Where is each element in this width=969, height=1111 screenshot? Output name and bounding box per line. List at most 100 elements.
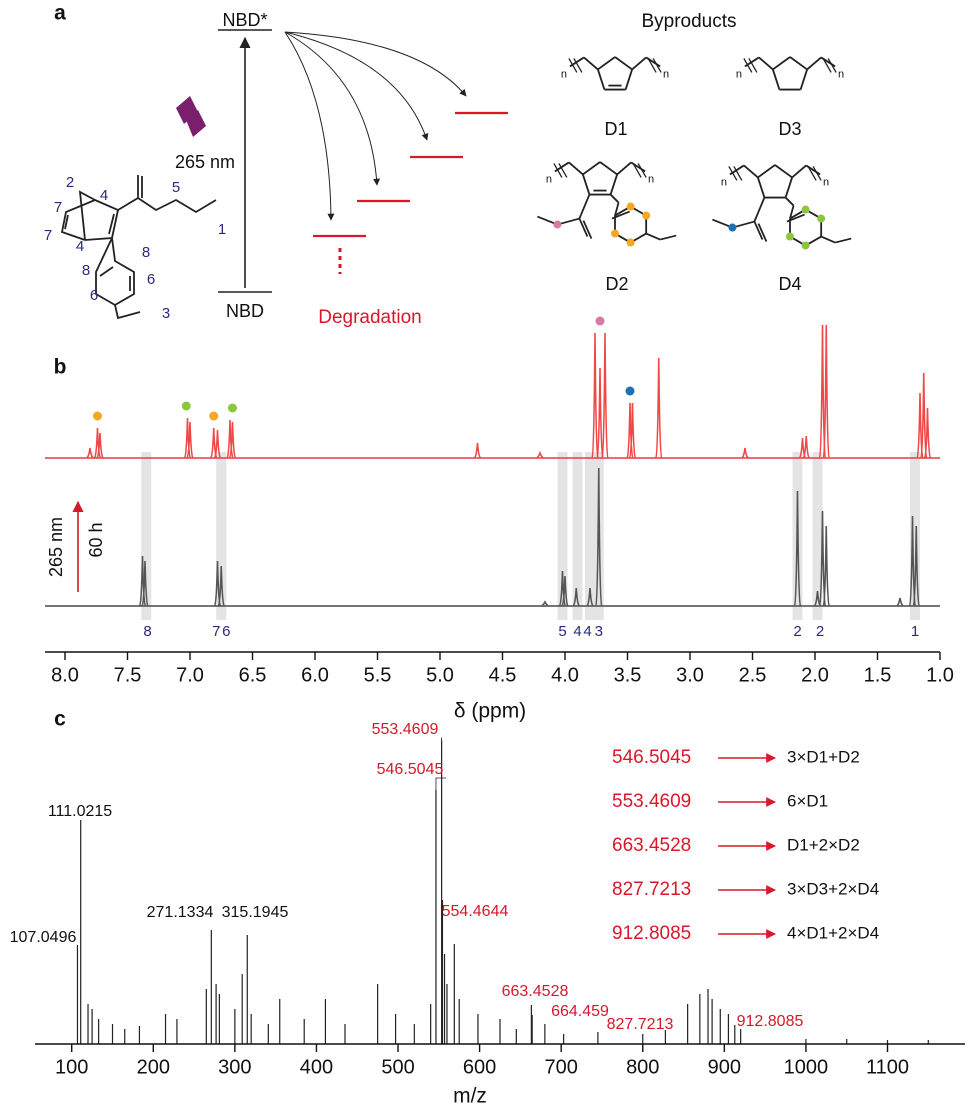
atom-number: 5 [172, 179, 180, 196]
bond [614, 202, 620, 216]
highlight-band [216, 452, 227, 620]
peak [896, 597, 904, 607]
peak-label: 315.1945 [222, 904, 289, 921]
site-dot [801, 205, 810, 214]
byproduct-label: D1 [604, 119, 627, 139]
bond [772, 56, 791, 71]
site-dot [626, 202, 635, 211]
bond [631, 56, 647, 71]
atom-number: 4 [100, 187, 108, 204]
x-tick-label: 700 [544, 1056, 577, 1078]
atom-number: 7 [54, 199, 62, 216]
bond [733, 166, 743, 181]
peak-label: 912.8085 [737, 1013, 804, 1030]
panel-label: a [54, 2, 66, 25]
assignment-label: 2 [816, 623, 824, 640]
peak-marker [209, 411, 219, 421]
x-tick-label: 3.5 [614, 664, 642, 686]
atom-number: 2 [66, 174, 74, 191]
peak [912, 525, 921, 607]
bond [647, 58, 657, 73]
x-tick-label: 7.0 [176, 664, 204, 686]
peak [572, 587, 580, 607]
peak [138, 555, 147, 607]
x-tick-label: 1.0 [926, 664, 954, 686]
peak [217, 565, 225, 607]
x-tick-label: 100 [55, 1056, 88, 1078]
bond [599, 161, 618, 176]
peak [596, 367, 604, 459]
peak [561, 575, 569, 607]
bond [807, 166, 817, 181]
bond [784, 177, 793, 198]
site-dot [626, 238, 635, 247]
x-tick-label: 6.0 [301, 664, 329, 686]
nbd-molecule [60, 175, 217, 320]
peak-marker [595, 316, 605, 326]
leader-line [441, 737, 443, 740]
bond [558, 163, 568, 178]
highlight-band [812, 452, 823, 620]
highlight-band [141, 452, 152, 620]
assignment-formula: D1+2×D2 [787, 835, 860, 854]
assignment-mass: 912.8085 [612, 923, 691, 944]
peak-label: 271.1334 [147, 904, 214, 921]
peak [96, 432, 104, 459]
leader-line [435, 777, 446, 790]
assignment-label: 4 [573, 623, 581, 640]
peak [654, 357, 663, 459]
bond [578, 194, 591, 219]
bond [784, 196, 795, 207]
x-tick-label: 200 [137, 1056, 170, 1078]
x-axis-label: m/z [453, 1085, 487, 1108]
x-tick-label: 3.0 [676, 664, 704, 686]
bond [786, 213, 805, 223]
peak [93, 427, 102, 459]
x-tick-label: 5.0 [426, 664, 454, 686]
site-dot [801, 241, 810, 250]
peak [473, 442, 482, 459]
highlight-band [585, 452, 595, 620]
bond [609, 174, 618, 195]
bond [757, 223, 768, 242]
bond [791, 164, 807, 179]
bond [582, 161, 601, 176]
assignment-label: 1 [911, 623, 919, 640]
byproduct-label: D4 [778, 274, 801, 294]
bond [582, 220, 593, 239]
peak [558, 570, 567, 607]
bond [820, 235, 836, 244]
bond [568, 161, 584, 176]
bond [637, 163, 647, 178]
x-tick-label: 8.0 [51, 664, 79, 686]
wavelength: 265 nm [175, 152, 235, 172]
bond [757, 164, 776, 179]
bond [582, 174, 591, 195]
highlight-band [572, 452, 583, 620]
peak [793, 490, 802, 607]
peak [183, 417, 192, 459]
peak [802, 435, 810, 459]
bond [573, 58, 583, 73]
peak-label: 107.0496 [10, 929, 77, 946]
highlight-band [557, 452, 568, 620]
atom-number: 6 [90, 287, 98, 304]
bond [652, 58, 662, 73]
repeat-unit: n [823, 176, 829, 188]
bond [753, 221, 764, 240]
bond [748, 58, 758, 73]
bond [834, 237, 852, 244]
bond [743, 58, 753, 73]
peak-label: 546.5045 [377, 761, 444, 778]
bond [753, 197, 766, 222]
assignment-formula: 3×D3+2×D4 [787, 879, 879, 898]
site-dot [642, 211, 651, 220]
x-tick-label: 600 [463, 1056, 496, 1078]
repeat-unit: n [546, 173, 552, 185]
byproduct-label: D3 [778, 119, 801, 139]
peak [86, 447, 94, 459]
site-dot [610, 229, 619, 238]
panel-label: c [54, 708, 66, 731]
peak [228, 421, 237, 459]
